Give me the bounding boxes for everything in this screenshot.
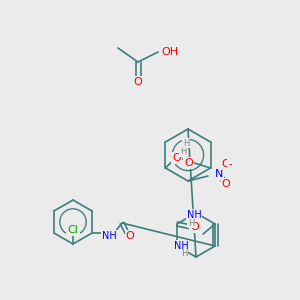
Text: H: H bbox=[188, 218, 194, 227]
Text: NH: NH bbox=[187, 210, 201, 220]
Text: O: O bbox=[126, 231, 134, 241]
Text: N: N bbox=[215, 169, 223, 179]
Text: O: O bbox=[190, 222, 199, 232]
Text: -: - bbox=[228, 159, 232, 169]
Text: NH: NH bbox=[102, 231, 116, 241]
Text: O: O bbox=[134, 77, 142, 87]
Text: O: O bbox=[222, 159, 230, 169]
Text: Cl: Cl bbox=[68, 225, 78, 235]
Text: H: H bbox=[183, 139, 189, 148]
Text: OH: OH bbox=[161, 47, 178, 57]
Text: O: O bbox=[184, 158, 193, 168]
Text: H: H bbox=[181, 250, 187, 259]
Text: O: O bbox=[172, 153, 181, 163]
Text: O: O bbox=[222, 179, 230, 189]
Text: H: H bbox=[180, 148, 187, 157]
Text: NH: NH bbox=[174, 241, 188, 251]
